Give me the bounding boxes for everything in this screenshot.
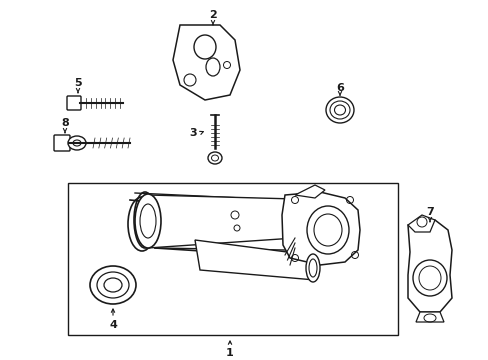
Text: 3: 3 <box>189 128 196 138</box>
Polygon shape <box>407 215 434 232</box>
Ellipse shape <box>207 152 222 164</box>
Text: 1: 1 <box>225 348 233 358</box>
Polygon shape <box>173 25 240 100</box>
Ellipse shape <box>135 194 161 248</box>
FancyBboxPatch shape <box>67 96 81 110</box>
Ellipse shape <box>306 206 348 254</box>
Ellipse shape <box>325 97 353 123</box>
FancyBboxPatch shape <box>54 135 70 151</box>
Polygon shape <box>195 240 314 280</box>
Text: 6: 6 <box>335 83 343 93</box>
Polygon shape <box>415 312 443 322</box>
Polygon shape <box>148 195 294 248</box>
Ellipse shape <box>68 136 86 150</box>
Text: 8: 8 <box>61 118 69 128</box>
Text: 5: 5 <box>74 78 81 88</box>
Polygon shape <box>294 185 325 198</box>
Text: 7: 7 <box>425 207 433 217</box>
Text: 2: 2 <box>209 10 217 20</box>
Ellipse shape <box>412 260 446 296</box>
Ellipse shape <box>305 254 319 282</box>
Text: 4: 4 <box>109 320 117 330</box>
Polygon shape <box>282 192 359 265</box>
Bar <box>68 183 397 335</box>
Polygon shape <box>407 220 451 312</box>
Ellipse shape <box>90 266 136 304</box>
